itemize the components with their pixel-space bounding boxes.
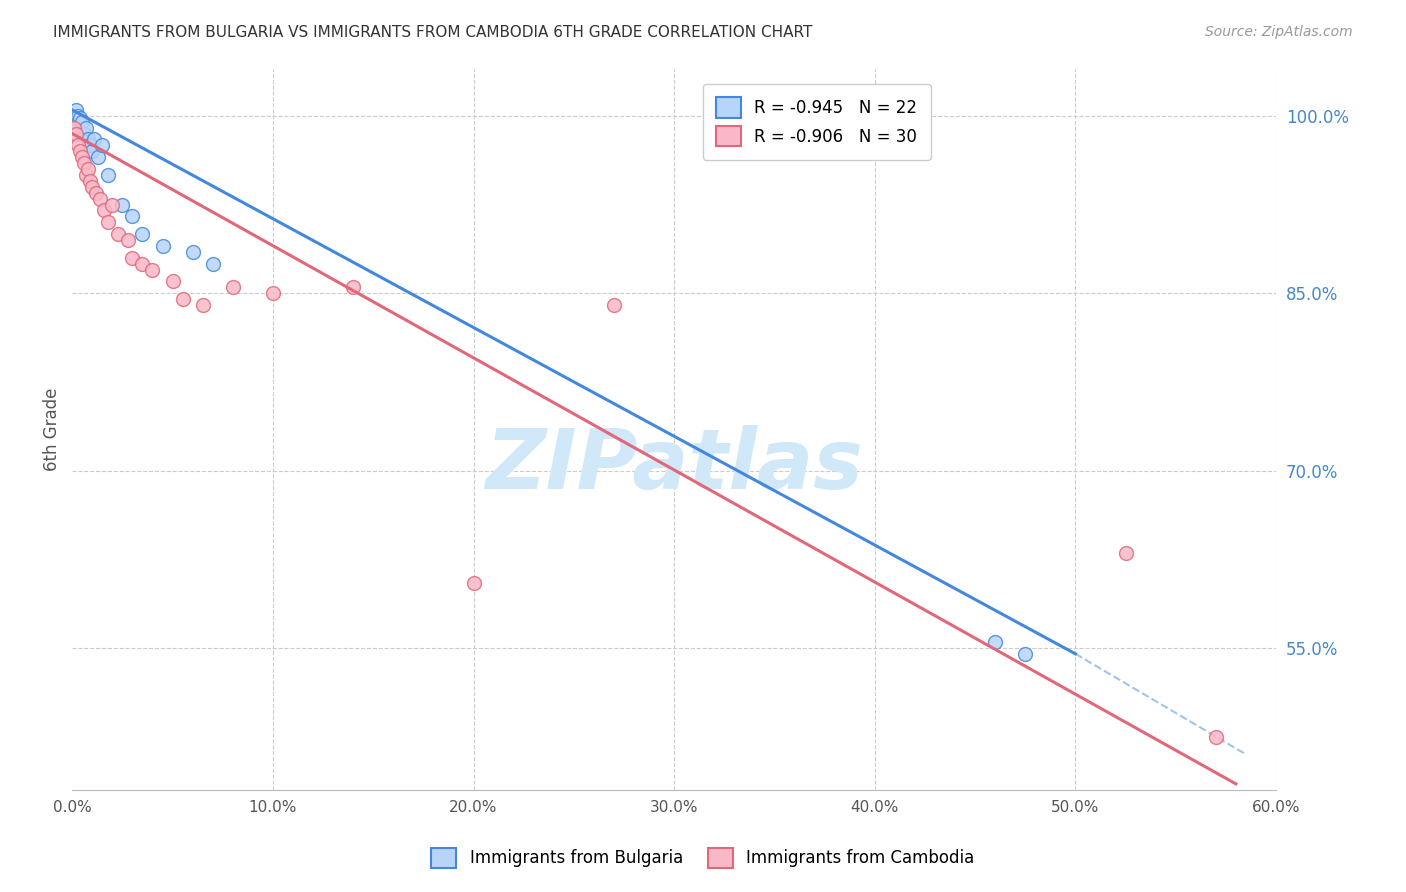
Point xyxy=(69,145,91,159)
Text: ZIPatlas: ZIPatlas xyxy=(485,425,863,506)
Point xyxy=(73,156,96,170)
Point xyxy=(117,233,139,247)
Text: Source: ZipAtlas.com: Source: ZipAtlas.com xyxy=(1205,25,1353,39)
Legend: R = -0.945   N = 22, R = -0.906   N = 30: R = -0.945 N = 22, R = -0.906 N = 30 xyxy=(703,84,931,160)
Point xyxy=(87,150,110,164)
Point xyxy=(131,227,153,241)
Point xyxy=(97,215,120,229)
Y-axis label: 6th Grade: 6th Grade xyxy=(44,387,60,471)
Point xyxy=(131,257,153,271)
Point xyxy=(67,109,90,123)
Point xyxy=(91,138,114,153)
Point xyxy=(83,132,105,146)
Point xyxy=(191,298,214,312)
Point xyxy=(82,145,104,159)
Point xyxy=(77,132,100,146)
Point xyxy=(262,286,284,301)
Point xyxy=(89,192,111,206)
Point xyxy=(75,120,97,135)
Point xyxy=(181,244,204,259)
Text: IMMIGRANTS FROM BULGARIA VS IMMIGRANTS FROM CAMBODIA 6TH GRADE CORRELATION CHART: IMMIGRANTS FROM BULGARIA VS IMMIGRANTS F… xyxy=(53,25,813,40)
Point xyxy=(65,127,87,141)
Point xyxy=(65,103,87,117)
Point xyxy=(152,239,174,253)
Point xyxy=(984,635,1007,649)
Point xyxy=(603,298,626,312)
Point xyxy=(73,127,96,141)
Point xyxy=(93,203,115,218)
Point xyxy=(67,138,90,153)
Point xyxy=(84,186,107,200)
Point xyxy=(107,227,129,241)
Point xyxy=(63,114,86,128)
Point xyxy=(222,280,245,294)
Point xyxy=(201,257,224,271)
Point xyxy=(121,210,143,224)
Point xyxy=(162,274,184,288)
Point xyxy=(141,262,163,277)
Point xyxy=(111,197,134,211)
Point xyxy=(1014,647,1036,661)
Point xyxy=(121,251,143,265)
Point xyxy=(463,575,485,590)
Point xyxy=(79,138,101,153)
Legend: Immigrants from Bulgaria, Immigrants from Cambodia: Immigrants from Bulgaria, Immigrants fro… xyxy=(425,841,981,875)
Point xyxy=(77,161,100,176)
Point xyxy=(79,174,101,188)
Point xyxy=(172,292,194,306)
Point xyxy=(342,280,364,294)
Point xyxy=(1115,546,1137,560)
Point xyxy=(1205,730,1227,744)
Point xyxy=(75,168,97,182)
Point xyxy=(69,111,91,125)
Point xyxy=(63,120,86,135)
Point xyxy=(72,150,94,164)
Point xyxy=(72,114,94,128)
Point xyxy=(97,168,120,182)
Point xyxy=(82,179,104,194)
Point xyxy=(101,197,124,211)
